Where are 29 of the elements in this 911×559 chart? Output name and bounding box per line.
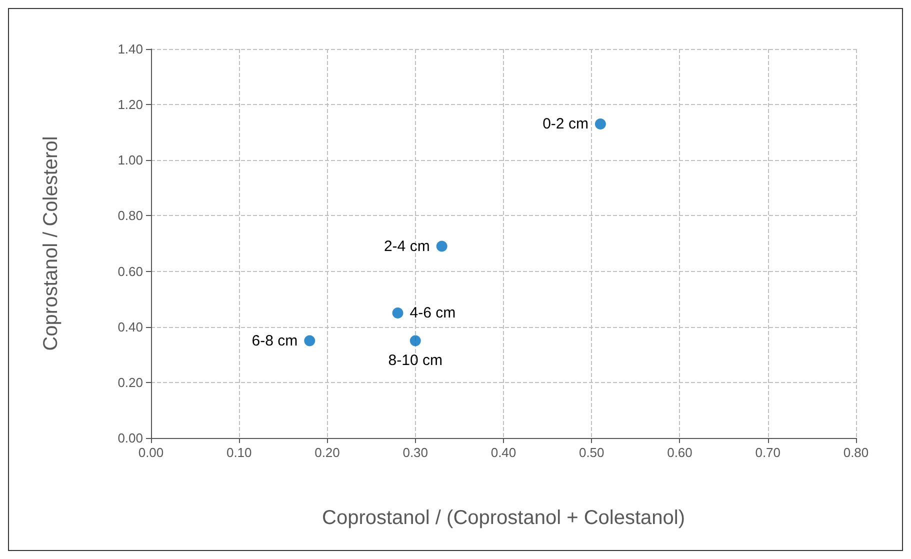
- x-tick-label: 0.10: [226, 445, 252, 460]
- annotation: 6-8 cm: [252, 332, 298, 350]
- point: [436, 240, 448, 252]
- annotation: 2-4 cm: [384, 238, 430, 255]
- y-tick-label: 0.60: [118, 264, 143, 279]
- x-tick-label: 0.20: [314, 445, 340, 460]
- y-tick-label: 0.80: [118, 208, 143, 224]
- point: [410, 335, 421, 346]
- point: [304, 335, 316, 346]
- x-tick-label: 0.70: [755, 445, 781, 460]
- point: [392, 307, 404, 318]
- y-axis-title: Coprostanol / Colesterol: [40, 136, 62, 351]
- annotation: 4-6 cm: [410, 304, 456, 322]
- x-tick-label: 0.00: [138, 445, 164, 460]
- x-tick-label: 0.40: [490, 445, 516, 460]
- point: [594, 118, 606, 130]
- y-tick-label: 1.40: [118, 42, 143, 56]
- x-tick-label: 0.30: [402, 445, 428, 460]
- x-tick-label: 0.60: [667, 445, 692, 460]
- x-tick-label: 0.50: [578, 445, 604, 460]
- y-tick-label: 1.00: [118, 152, 143, 168]
- y-tick-label: 0.20: [118, 374, 143, 390]
- y-tick-label: 0.00: [118, 430, 143, 446]
- annotation: 0-2 cm: [542, 116, 588, 133]
- x-tick-label: 0.80: [843, 445, 869, 460]
- x-axis-title: Coprostanol / (Coprostanol + Colestanol): [322, 507, 685, 529]
- annotation: 8-10 cm: [388, 352, 442, 369]
- y-tick-label: 0.40: [118, 319, 143, 334]
- y-tick-label: 1.20: [118, 97, 143, 112]
